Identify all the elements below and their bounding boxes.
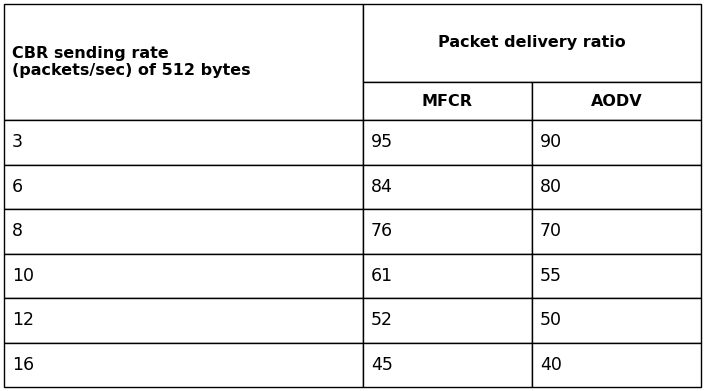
Text: 12: 12 [12,311,34,329]
Text: 40: 40 [540,356,562,374]
Text: AODV: AODV [591,93,642,108]
Bar [363,298,532,343]
Bar [532,298,701,343]
Text: 55: 55 [540,267,562,285]
Text: 3: 3 [12,133,23,151]
Bar [363,253,532,298]
Text: 95: 95 [371,133,393,151]
Bar [363,343,532,387]
Text: 16: 16 [12,356,34,374]
Text: 8: 8 [12,222,23,240]
Text: 6: 6 [12,178,23,196]
Bar [4,253,363,298]
Text: MFCR: MFCR [422,93,473,108]
Bar [532,209,701,253]
Bar [4,343,363,387]
Bar [532,343,701,387]
Bar [363,209,532,253]
Text: 80: 80 [540,178,562,196]
Text: CBR sending rate: CBR sending rate [12,46,168,61]
Text: 50: 50 [540,311,562,329]
Bar [532,165,701,209]
Text: 61: 61 [371,267,393,285]
Text: 90: 90 [540,133,562,151]
Bar [532,120,701,165]
Text: 52: 52 [371,311,393,329]
Bar [4,165,363,209]
Bar [4,298,363,343]
Bar [363,82,532,120]
Bar [363,165,532,209]
Text: 76: 76 [371,222,393,240]
Bar [532,82,701,120]
Bar [4,4,363,120]
Bar [363,120,532,165]
Bar [363,4,701,82]
Text: 70: 70 [540,222,562,240]
Text: 84: 84 [371,178,393,196]
Text: Packet delivery ratio: Packet delivery ratio [438,36,626,50]
Bar [532,253,701,298]
Bar [4,120,363,165]
Bar [4,209,363,253]
Text: (packets/sec) of 512 bytes: (packets/sec) of 512 bytes [12,63,250,79]
Text: 10: 10 [12,267,34,285]
Text: 45: 45 [371,356,393,374]
